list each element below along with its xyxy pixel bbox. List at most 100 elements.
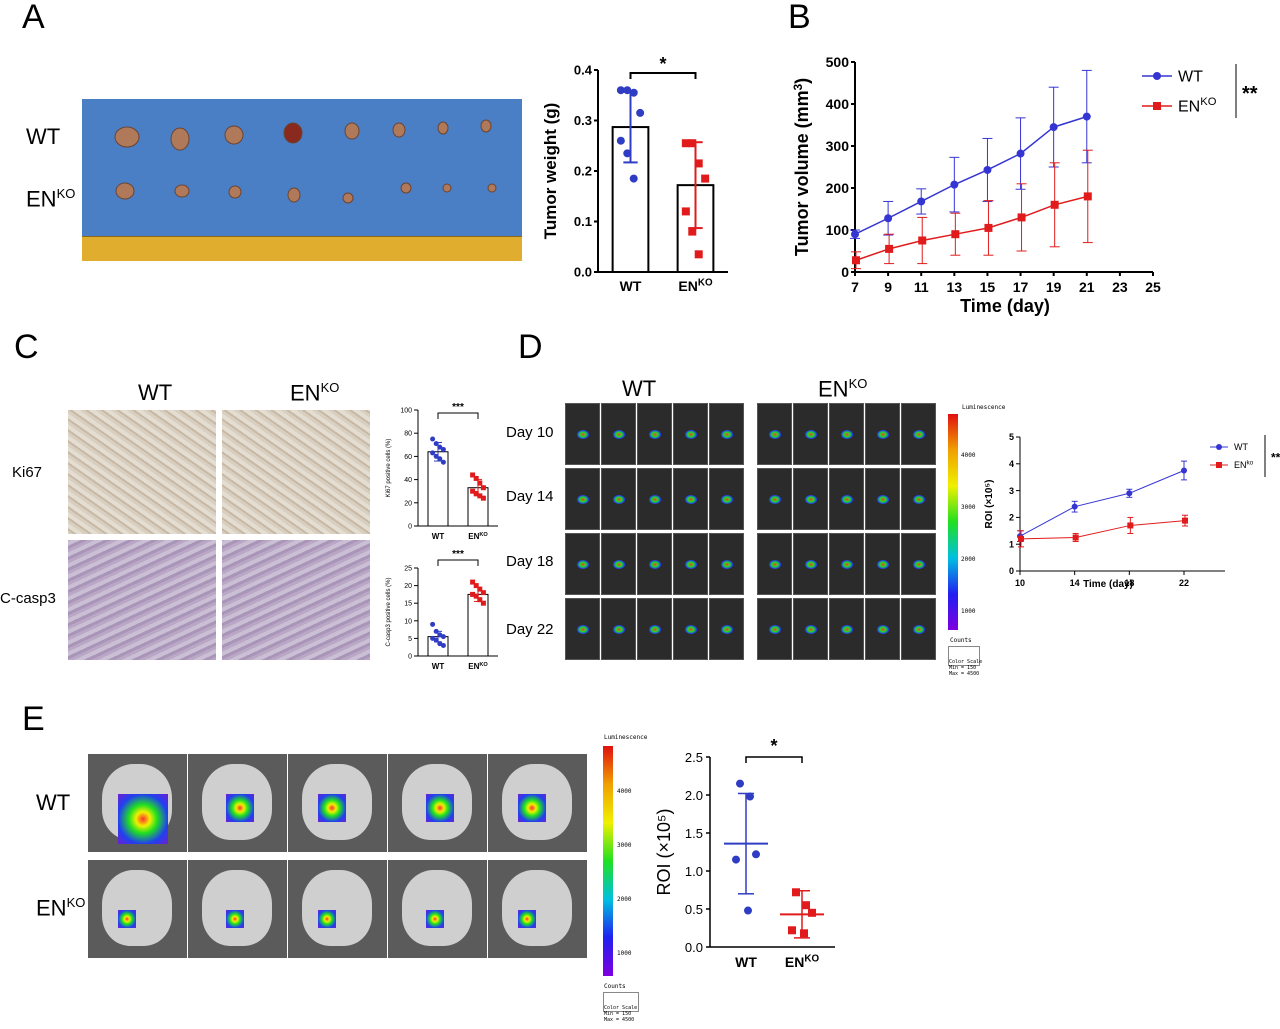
legend-label: ENKO (1178, 96, 1217, 115)
data-point (480, 495, 486, 501)
ivis-mouse-image (601, 533, 636, 595)
y-tick-label: 60 (404, 454, 412, 461)
chart-ki67: 0 20 40 60 80 100 Ki67 positive cells (%) WT ENK… (386, 402, 498, 541)
y-tick-label: 80 (404, 431, 412, 438)
y-tick-label: 10 (404, 618, 412, 625)
colorbar-e-ticks: 4000 3000 2000 1000 (617, 765, 631, 981)
cb-tick: 2000 (617, 896, 632, 903)
data-point (433, 628, 439, 634)
ihc-casp3-wt (68, 540, 216, 660)
y-tick-label: 0 (1009, 566, 1014, 576)
bioluminescence-signal (769, 625, 781, 634)
y-tick-label: 0.0 (685, 940, 703, 955)
x-axis-label: Time (day) (960, 296, 1050, 316)
ivis-mouse-image (793, 598, 828, 660)
x-tick-label: WT (432, 532, 445, 541)
bioluminescence-signal (577, 430, 589, 439)
y-tick-label: 0.1 (574, 214, 592, 229)
data-point (917, 197, 926, 206)
data-point (885, 244, 894, 253)
ivis-mouse-image (673, 598, 708, 660)
legend-marker (1216, 444, 1222, 450)
lung-image (488, 754, 587, 852)
data-point (430, 436, 436, 442)
x-axis-label: Time (day) (1083, 579, 1133, 590)
bioluminescence-signal (426, 910, 444, 928)
row-label-ccasp3: C-casp3 (0, 590, 56, 607)
x-tick-label: 13 (947, 279, 963, 295)
lung-tissue (202, 870, 272, 946)
data-point (1018, 535, 1024, 542)
data-point (470, 488, 476, 494)
ivis-mouse-image (829, 403, 864, 465)
data-point (1016, 149, 1025, 158)
row-label-ki67: Ki67 (12, 464, 43, 481)
x-tick-label: 9 (884, 279, 892, 295)
bioluminescence-signal (226, 794, 254, 822)
panel-label-a: A (22, 0, 45, 36)
y-tick-label: 20 (404, 583, 412, 590)
ko-sup: KO (56, 186, 76, 201)
x-tick-label: 22 (1179, 578, 1189, 588)
lung-image-grid (88, 754, 588, 958)
x-tick-label: ENKO (468, 532, 488, 541)
col-label-ko-d: ENKO (818, 376, 867, 402)
data-point (950, 180, 959, 189)
x-tick-label: ENKO (785, 953, 820, 970)
y-tick-label: 20 (404, 500, 412, 507)
data-point (470, 472, 476, 478)
data-point (788, 926, 796, 935)
data-point (440, 446, 446, 452)
bioluminescence-signal (226, 910, 244, 928)
colorbar-d-counts: Counts (950, 637, 972, 644)
ivis-mouse-image (757, 403, 792, 465)
significance-label: * (770, 736, 777, 756)
bioluminescence-signal (721, 430, 733, 439)
lung-image (88, 754, 187, 852)
significance-label: ** (1271, 450, 1280, 464)
data-point (688, 227, 697, 236)
y-tick-label: 1 (1009, 539, 1014, 549)
colorbar-e-title: Luminescence (604, 734, 648, 741)
data-point (623, 86, 632, 95)
bioluminescence-signal (877, 625, 889, 634)
day-label-14: Day 14 (506, 488, 554, 505)
ivis-mouse-image (865, 533, 900, 595)
y-axis-label: ROI (×10⁵) (984, 480, 995, 529)
lung-image (188, 860, 287, 958)
ivis-mouse-image (673, 403, 708, 465)
data-point (473, 593, 479, 599)
y-tick-label: 3 (1009, 486, 1014, 496)
ko-sup: KO (848, 376, 868, 391)
ivis-mouse-image (601, 598, 636, 660)
legend-marker (1216, 462, 1222, 468)
lung-image (388, 754, 487, 852)
bioluminescence-signal (118, 910, 136, 928)
x-tick-label: 25 (1145, 279, 1161, 295)
data-point (1182, 517, 1188, 524)
en-text: EN (36, 895, 67, 921)
bioluminescence-signal (577, 625, 589, 634)
cb-tick: 1000 (961, 608, 976, 615)
y-tick-label: 4 (1009, 459, 1014, 469)
y-tick-label: 5 (1009, 432, 1014, 442)
data-point (636, 108, 645, 117)
ivis-mouse-image (565, 598, 600, 660)
y-tick-label: 0 (841, 264, 849, 280)
x-tick-label: 19 (1046, 279, 1062, 295)
data-point (681, 139, 690, 148)
ivis-mouse-image (673, 533, 708, 595)
bioluminescence-signal (841, 495, 853, 504)
data-point (736, 779, 744, 788)
significance-label: *** (452, 402, 464, 413)
data-point (433, 441, 439, 447)
y-tick-label: 40 (404, 477, 412, 484)
y-axis-label: Ki67 positive cells (%) (386, 439, 392, 498)
data-point (694, 250, 703, 259)
x-tick-label: WT (735, 954, 757, 970)
bioluminescence-signal (318, 910, 336, 928)
lung-tissue (502, 870, 572, 946)
bioluminescence-signal (118, 794, 168, 844)
x-tick-label: 10 (1015, 578, 1025, 588)
ivis-mouse-image (901, 533, 936, 595)
